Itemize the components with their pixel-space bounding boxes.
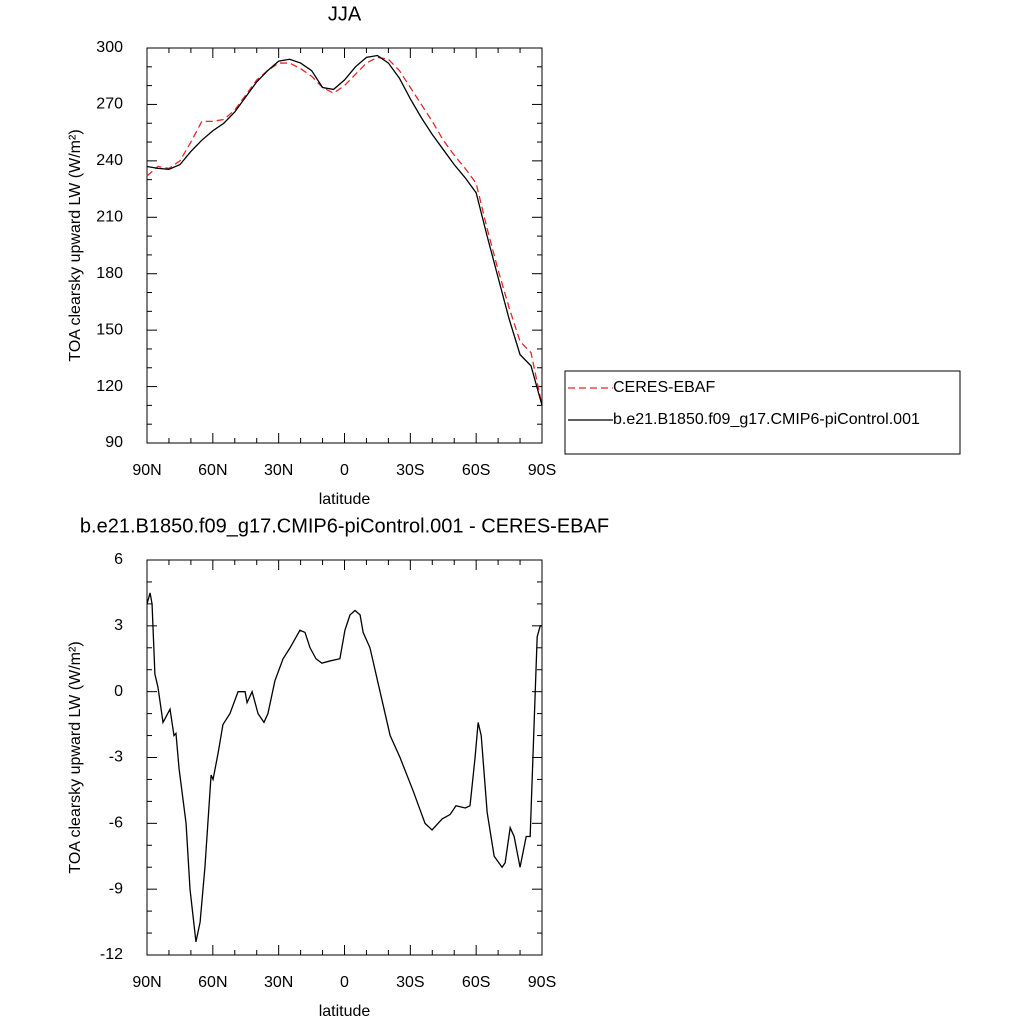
y-axis-label: TOA clearsky upward LW (W/m²) (67, 641, 84, 873)
y-tick-label: 120 (96, 378, 123, 395)
x-tick-label: 60S (462, 974, 490, 991)
x-tick-label: 90S (528, 974, 556, 991)
x-tick-label: 30S (396, 974, 424, 991)
y-tick-label: 0 (114, 683, 123, 700)
chart-title: JJA (328, 3, 362, 25)
y-tick-label: 270 (96, 96, 123, 113)
x-tick-label: 60N (198, 974, 227, 991)
y-tick-label: 210 (96, 209, 123, 226)
data-line (146, 592, 542, 942)
y-tick-label: 6 (114, 551, 123, 568)
y-tick-label: -3 (109, 749, 123, 766)
y-axis-label: TOA clearsky upward LW (W/m²) (67, 129, 84, 361)
x-tick-label: 90S (528, 462, 556, 479)
plot-frame (146, 47, 543, 444)
chart-title: b.e21.B1850.f09_g17.CMIP6-piControl.001 … (80, 515, 609, 537)
y-tick-label: 180 (96, 265, 123, 282)
x-axis-label: latitude (319, 491, 371, 508)
x-tick-label: 90N (132, 462, 161, 479)
x-tick-label: 0 (340, 462, 349, 479)
data-line (146, 56, 543, 406)
y-tick-label: 3 (114, 617, 123, 634)
x-tick-label: 30N (264, 974, 293, 991)
y-tick-label: 300 (96, 39, 123, 56)
x-tick-label: 60S (462, 462, 490, 479)
legend-label: b.e21.B1850.f09_g17.CMIP6-piControl.001 (613, 411, 920, 428)
y-tick-label: -9 (109, 880, 123, 897)
y-tick-label: 150 (96, 321, 123, 338)
legend-label: CERES-EBAF (613, 379, 715, 396)
x-tick-label: 30S (396, 462, 424, 479)
y-tick-label: -6 (109, 815, 123, 832)
legend-box (564, 370, 961, 455)
x-tick-label: 90N (132, 974, 161, 991)
y-tick-label: -12 (100, 946, 123, 963)
y-tick-label: 90 (105, 434, 123, 451)
x-tick-label: 0 (340, 974, 349, 991)
x-tick-label: 30N (264, 462, 293, 479)
x-axis-label: latitude (319, 1003, 371, 1020)
data-line (146, 54, 543, 406)
x-tick-label: 60N (198, 462, 227, 479)
y-tick-label: 240 (96, 152, 123, 169)
